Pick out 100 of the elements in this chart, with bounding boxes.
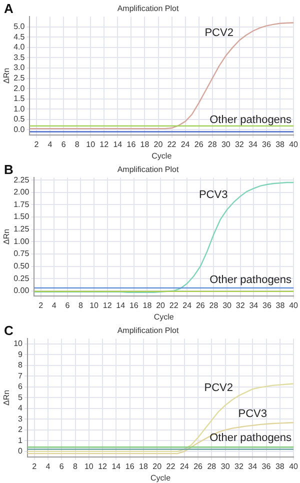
x-axis-title: Cycle — [152, 151, 172, 160]
x-tick-label: 12 — [102, 300, 112, 310]
y-tick-label: 10 — [14, 339, 24, 348]
x-tick-label: 6 — [61, 140, 66, 149]
y-tick-label: 0.5 — [14, 114, 26, 124]
y-tick-label: 8 — [18, 360, 24, 370]
x-tick-label: 32 — [236, 300, 246, 310]
x-tick-label: 40 — [289, 462, 299, 471]
x-tick-label: 6 — [59, 462, 64, 471]
x-tick-label: 22 — [169, 300, 179, 310]
y-tick-label: 1.5 — [14, 94, 26, 104]
y-axis-title: ΔRn — [2, 228, 12, 244]
x-tick-label: 32 — [234, 462, 244, 471]
x-tick-label: 24 — [182, 300, 192, 310]
y-tick-label: 5.0 — [14, 22, 26, 32]
x-tick-label: 16 — [125, 462, 135, 471]
y-tick-label: 1.00 — [14, 236, 30, 246]
x-tick-label: 40 — [289, 140, 299, 149]
x-tick-label: 8 — [74, 140, 80, 149]
x-tick-label: 16 — [126, 140, 136, 149]
y-tick-label: 9 — [18, 350, 24, 359]
chart-title: Amplification Plot — [117, 4, 180, 14]
x-tick-label: 4 — [48, 140, 53, 149]
chart-title: Amplification Plot — [117, 165, 180, 174]
x-tick-label: 30 — [222, 300, 232, 310]
x-tick-label: 22 — [166, 462, 176, 471]
y-tick-label: 7 — [18, 371, 24, 380]
series-label: PCV3 — [198, 188, 228, 201]
x-tick-label: 20 — [152, 462, 162, 471]
y-tick-label: 4.0 — [14, 42, 26, 52]
x-tick-label: 30 — [220, 462, 230, 471]
x-tick-label: 22 — [167, 140, 177, 149]
x-tick-label: 38 — [276, 300, 286, 310]
y-tick-label: 0.50 — [14, 261, 30, 270]
y-tick-label: 1.50 — [14, 212, 30, 222]
y-tick-label: 0 — [18, 446, 24, 456]
y-tick-label: 3 — [18, 414, 24, 424]
x-tick-label: 4 — [52, 300, 57, 310]
x-tick-label: 2 — [34, 140, 40, 149]
x-tick-label: 18 — [139, 462, 148, 471]
x-tick-label: 16 — [129, 300, 139, 310]
chart-title: Amplification Plot — [117, 326, 180, 336]
series-label: Other pathogens — [210, 114, 292, 126]
series-label: PCV2 — [204, 26, 234, 39]
x-tick-label: 10 — [86, 140, 96, 149]
x-tick-label: 36 — [262, 140, 272, 149]
y-tick-label: 0.75 — [14, 249, 30, 258]
series-label: Other pathogens — [210, 432, 292, 444]
y-axis-title: ΔRn — [2, 68, 12, 84]
text: A — [4, 1, 14, 16]
series-label: PCV2 — [204, 382, 233, 394]
y-tick-label: 2.00 — [14, 188, 30, 197]
y-tick-label: 3.0 — [14, 63, 26, 72]
x-tick-label: 32 — [234, 140, 244, 149]
x-tick-label: 12 — [98, 462, 108, 471]
y-tick-label: 2.25 — [14, 175, 30, 184]
x-tick-label: 24 — [180, 140, 190, 149]
y-tick-label: 4.5 — [14, 32, 26, 42]
y-tick-label: 2 — [18, 425, 24, 434]
x-axis-title: Cycle — [154, 312, 174, 322]
text: B — [4, 162, 14, 177]
x-tick-label: 14 — [113, 140, 123, 149]
y-tick-label: 2.5 — [14, 73, 26, 82]
x-tick-label: 38 — [275, 462, 285, 471]
x-tick-label: 36 — [262, 462, 272, 471]
x-tick-label: 34 — [248, 140, 258, 149]
x-tick-label: 26 — [194, 462, 204, 471]
x-tick-label: 24 — [180, 462, 190, 471]
x-tick-label: 18 — [142, 300, 152, 310]
y-tick-label: 1 — [18, 436, 24, 445]
x-tick-label: 28 — [207, 462, 217, 471]
series-label: Other pathogens — [210, 274, 292, 286]
x-tick-label: 6 — [65, 300, 70, 310]
x-tick-label: 34 — [249, 300, 259, 310]
y-tick-label: 3.5 — [14, 52, 26, 62]
text: C — [4, 323, 14, 338]
x-tick-label: 36 — [262, 300, 272, 310]
x-tick-label: 28 — [208, 140, 218, 149]
y-tick-label: 1.25 — [14, 224, 30, 234]
x-tick-label: 2 — [32, 462, 38, 471]
series-label: PCV3 — [238, 408, 267, 420]
y-tick-label: 0.25 — [14, 274, 30, 283]
y-tick-label: 0.00 — [14, 286, 30, 296]
x-tick-label: 8 — [73, 462, 78, 471]
x-tick-label: 10 — [84, 462, 94, 471]
y-tick-label: 1.0 — [14, 104, 26, 114]
x-tick-label: 18 — [140, 140, 150, 149]
x-tick-label: 30 — [221, 140, 231, 149]
x-tick-label: 14 — [112, 462, 122, 471]
y-tick-label: 1.75 — [14, 200, 30, 209]
y-tick-label: 4 — [18, 404, 24, 413]
y-tick-label: 5 — [18, 392, 24, 402]
x-tick-label: 34 — [248, 462, 258, 471]
x-tick-label: 26 — [194, 140, 204, 149]
x-tick-label: 38 — [276, 140, 286, 149]
y-axis-title: ΔRn — [2, 390, 12, 406]
x-axis-title: Cycle — [150, 473, 172, 482]
x-tick-label: 26 — [196, 300, 206, 310]
x-tick-label: 20 — [156, 300, 166, 310]
y-tick-label: 2.0 — [14, 84, 26, 93]
